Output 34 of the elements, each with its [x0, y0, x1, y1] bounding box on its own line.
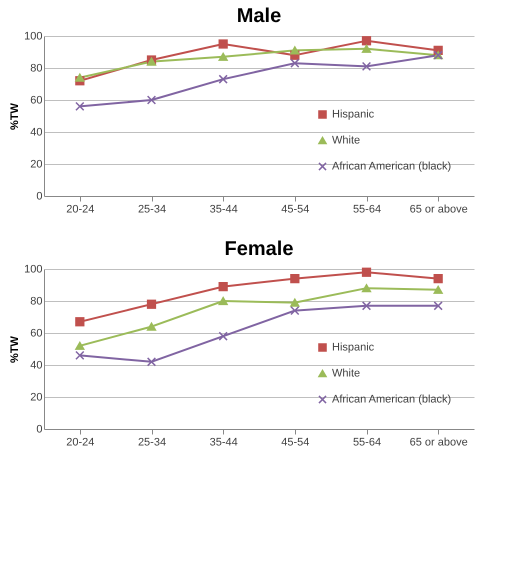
legend-label: Hispanic — [332, 342, 375, 354]
x-tick-label: 20-24 — [66, 204, 94, 216]
x-tick-label: 35-44 — [210, 204, 238, 216]
y-tick-label: 100 — [24, 30, 42, 42]
chart-title: Male — [236, 5, 282, 27]
y-tick-label: 60 — [30, 94, 42, 106]
legend-label: White — [332, 134, 360, 146]
y-tick-label: 40 — [30, 126, 42, 138]
chart-title: Female — [224, 238, 294, 260]
y-tick-label: 100 — [24, 264, 42, 276]
y-axis-title: %TW — [9, 102, 22, 130]
x-tick-label: 55-64 — [352, 204, 382, 216]
x-tick-label: 25-34 — [138, 436, 166, 448]
y-tick-label: 80 — [30, 62, 42, 74]
x-tick-label: 45-54 — [281, 436, 310, 448]
x-tick-label: 45-54 — [281, 204, 310, 216]
y-tick-label: 20 — [30, 392, 42, 404]
legend-label: White — [332, 368, 360, 380]
y-tick-label: 0 — [36, 190, 42, 202]
x-tick-label: 65 or above — [410, 204, 468, 216]
y-tick-label: 40 — [30, 360, 42, 372]
legend-label: African American (black) — [332, 394, 452, 406]
x-tick-label: 20-24 — [66, 436, 94, 448]
y-axis-title: %TW — [9, 335, 22, 363]
x-tick-label: 65 or above — [410, 436, 468, 448]
x-tick-label: 55-64 — [352, 436, 382, 448]
x-tick-label: 35-44 — [210, 436, 238, 448]
x-tick-label: 25-34 — [138, 204, 166, 216]
y-tick-label: 60 — [30, 328, 42, 340]
y-tick-label: 0 — [36, 424, 42, 436]
legend-label: African American (black) — [332, 160, 452, 172]
legend-label: Hispanic — [332, 108, 375, 120]
y-tick-label: 20 — [30, 158, 42, 170]
y-tick-label: 80 — [30, 296, 42, 308]
